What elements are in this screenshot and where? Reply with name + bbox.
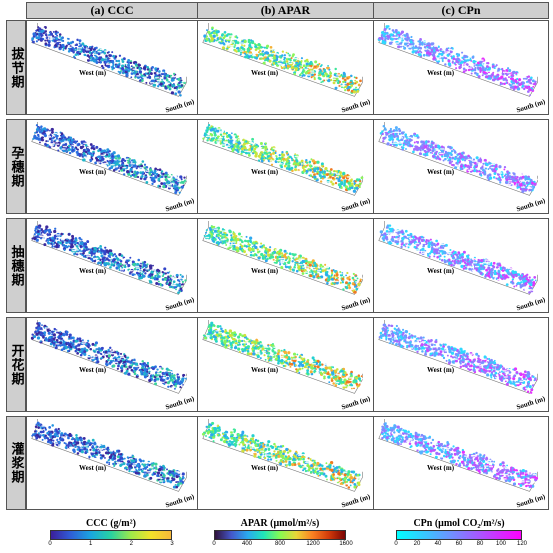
colorbar-gradient [214, 530, 346, 540]
row-label-text: 孕穗期 [8, 145, 24, 188]
colorbar-gradient [50, 530, 172, 540]
figure-grid: (a) CCC (b) APAR (c) CPn 拔节期 孕穗期 抽穗期 开花期… [6, 2, 549, 510]
column-header-cpn: (c) CPn [373, 2, 549, 19]
west-axis-label: West (m) [79, 366, 107, 374]
point-cloud-plot [31, 22, 187, 97]
colorbar-apar: APAR (μmol/m²/s) 0 400 800 1200 1600 [212, 517, 352, 550]
point-cloud-plot [30, 319, 188, 394]
colorbar-tick: 80 [476, 541, 484, 547]
colorbar-tick: 1600 [339, 541, 353, 547]
column-header-apar: (b) APAR [197, 2, 374, 19]
plot-panel: West (m) South (m) [197, 416, 374, 510]
west-axis-label: West (m) [427, 168, 455, 176]
colorbar-title: CPn (μmol CO₂/m²/s) [413, 518, 505, 529]
plot-box-outline [378, 220, 538, 295]
row-label-filling: 灌浆期 [6, 416, 26, 510]
west-axis-label: West (m) [427, 267, 455, 275]
colorbar-tick: 20 [413, 541, 421, 547]
point-cloud-plot [378, 121, 541, 196]
west-axis-label: West (m) [251, 168, 279, 176]
row-label-text: 拔节期 [8, 46, 24, 89]
colorbar-title: CCC (g/m²) [86, 518, 136, 529]
plot-panel: West (m) South (m) [197, 20, 374, 115]
west-axis-label: West (m) [79, 267, 107, 275]
point-cloud-plot [31, 418, 187, 492]
plot-panel: West (m) South (m) [197, 218, 374, 313]
plot-panel: West (m) South (m) [373, 317, 549, 412]
west-axis-label: West (m) [427, 464, 455, 472]
point-cloud-plot [377, 22, 538, 97]
colorbar-tick: 100 [495, 541, 507, 547]
west-axis-label: West (m) [79, 464, 107, 472]
row-label-jointing: 拔节期 [6, 20, 26, 115]
colorbar-cpn: CPn (μmol CO₂/m²/s) 0 20 40 60 80 100 120 [394, 517, 527, 550]
point-cloud-plot [202, 121, 364, 196]
column-header-ccc: (a) CCC [26, 2, 198, 19]
plot-panel: West (m) South (m) [26, 416, 198, 510]
colorbar-tick: 800 [274, 541, 286, 547]
colorbar-tick: 40 [434, 541, 442, 547]
row-label-text: 开花期 [8, 343, 24, 386]
colorbar-tick: 60 [455, 541, 463, 547]
row-label-text: 灌浆期 [8, 442, 24, 484]
plot-panel: West (m) South (m) [197, 317, 374, 412]
colorbar-gradient [396, 530, 522, 540]
row-label-text: 抽穗期 [8, 244, 24, 287]
point-cloud-plot [202, 220, 365, 295]
plot-box-outline [31, 220, 187, 295]
colorbar-ccc: CCC (g/m²) 0 1 2 3 [48, 517, 174, 550]
west-axis-label: West (m) [79, 168, 107, 176]
plot-box-outline [378, 22, 538, 97]
plot-panel: West (m) South (m) [26, 218, 198, 313]
west-axis-label: West (m) [427, 69, 455, 77]
point-cloud-plot [31, 121, 190, 196]
row-label-booting: 孕穗期 [6, 119, 26, 214]
colorbar-tick: 1200 [306, 541, 320, 547]
west-axis-label: West (m) [251, 366, 279, 374]
plot-panel: West (m) South (m) [26, 119, 198, 214]
colorbar-ticks: 0 20 40 60 80 100 120 [394, 540, 527, 550]
point-cloud-plot [202, 319, 366, 394]
colorbar-title: APAR (μmol/m²/s) [240, 518, 320, 529]
row-label-heading: 抽穗期 [6, 218, 26, 313]
colorbar-tick: 1 [88, 541, 93, 547]
west-axis-label: West (m) [251, 267, 279, 275]
point-cloud-plot [378, 319, 538, 394]
plot-panel: West (m) South (m) [26, 20, 198, 115]
plot-box-outline [202, 220, 363, 295]
point-cloud-plot [202, 22, 363, 97]
colorbar-tick: 2 [129, 541, 133, 547]
colorbar-tick: 3 [170, 541, 174, 547]
row-label-flowering: 开花期 [6, 317, 26, 412]
plot-panel: West (m) South (m) [373, 20, 549, 115]
colorbar-tick: 0 [394, 541, 398, 547]
west-axis-label: West (m) [427, 366, 455, 374]
plot-panel: West (m) South (m) [197, 119, 374, 214]
plot-box-outline [202, 22, 363, 97]
plot-box-outline [31, 22, 187, 97]
point-cloud-plot [378, 418, 539, 492]
plot-panel: West (m) South (m) [373, 119, 549, 214]
point-cloud-plot [31, 220, 187, 295]
colorbar-tick: 0 [48, 541, 52, 547]
colorbar-tick: 400 [241, 541, 253, 547]
west-axis-label: West (m) [79, 69, 107, 77]
point-cloud-plot [201, 418, 363, 492]
plot-panel: West (m) South (m) [373, 218, 549, 313]
plot-panel: West (m) South (m) [26, 317, 198, 412]
west-axis-label: West (m) [251, 69, 279, 77]
colorbar-ticks: 0 1 2 3 [48, 540, 174, 550]
colorbar-ticks: 0 400 800 1200 1600 [212, 540, 352, 550]
colorbar-tick: 120 [516, 541, 528, 547]
west-axis-label: West (m) [251, 464, 279, 472]
colorbar-tick: 0 [212, 541, 216, 547]
plot-panel: West (m) South (m) [373, 416, 549, 510]
point-cloud-plot [378, 220, 538, 295]
